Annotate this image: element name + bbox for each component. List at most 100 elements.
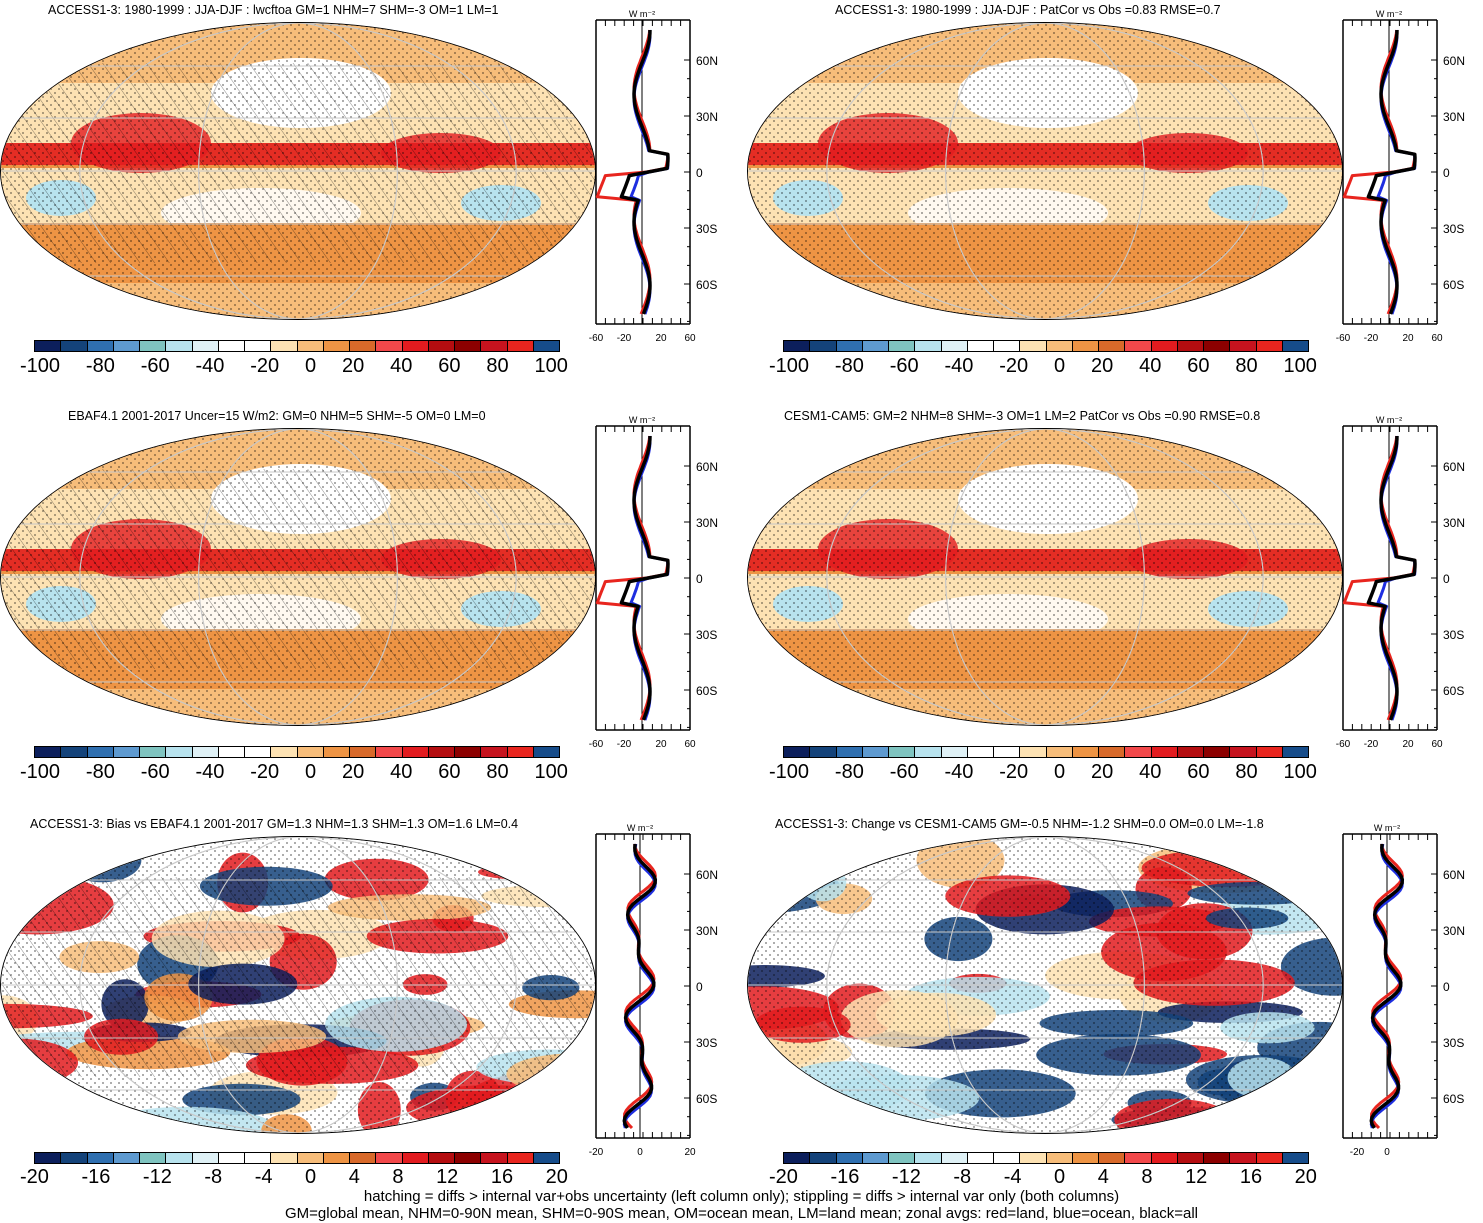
zonal-lat-label: 60N <box>1443 868 1465 882</box>
zonal-curve <box>1366 29 1417 315</box>
colorbar-swatch <box>994 341 1021 351</box>
colorbar-tick-label: 20 <box>545 1166 568 1188</box>
zonal-mean-plot: 60N 30N 0 30S 60S -60 -20 20 60 W m⁻² <box>1336 414 1465 759</box>
colorbar-swatch <box>245 341 272 351</box>
zonal-lat-label: 0 <box>696 572 703 586</box>
graticule <box>1 837 595 1133</box>
graticule <box>1 23 595 319</box>
zonal-x-tick: 20 <box>1402 739 1414 750</box>
colorbar-swatch <box>350 341 377 351</box>
colorbar-tick-label: 80 <box>1235 761 1258 783</box>
colorbar-swatch <box>113 341 140 351</box>
zonal-x-tick: -60 <box>589 333 604 344</box>
map-field <box>1 429 595 725</box>
colorbar-tick-label: -100 <box>769 355 810 377</box>
map-plot <box>747 428 1343 726</box>
colorbar <box>783 340 1309 352</box>
colorbar-swatch <box>113 1153 140 1163</box>
zonal-x-tick: 60 <box>684 333 696 344</box>
zonal-x-tick: -20 <box>617 739 632 750</box>
colorbar-swatch <box>455 1153 482 1163</box>
zonal-x-tick: 20 <box>655 333 667 344</box>
colorbar-tick-label: 60 <box>438 761 461 783</box>
zonal-lat-label: 60N <box>696 54 718 68</box>
colorbar-tick-label: 0 <box>1054 761 1066 783</box>
colorbar-swatch <box>192 1153 219 1163</box>
colorbar-tick-label: 40 <box>390 355 413 377</box>
colorbar-swatch <box>376 1153 403 1163</box>
colorbar-swatch <box>967 747 994 757</box>
zonal-lat-label: 60S <box>696 1092 717 1106</box>
colorbar-swatch <box>402 1153 429 1163</box>
colorbar-tick-label: -20 <box>769 1166 798 1188</box>
zonal-mean-plot: 60N 30N 0 30S 60S -20 0 20 W m⁻² <box>589 822 718 1167</box>
colorbar-swatch <box>87 341 114 351</box>
zonal-lat-label: 60S <box>1443 684 1464 698</box>
colorbar-swatch <box>836 341 863 351</box>
zonal-lat-label: 60S <box>696 278 717 292</box>
colorbar-swatch <box>35 747 62 757</box>
colorbar-tick-label: 20 <box>342 355 365 377</box>
colorbar-swatch <box>166 341 193 351</box>
zonal-lat-label: 30N <box>1443 516 1465 530</box>
colorbar-swatch <box>402 747 429 757</box>
zonal-curve <box>619 435 670 721</box>
colorbar-labels: -100 -80 -60 -40 -20 0 20 40 60 80 100 <box>20 761 568 784</box>
zonal-x-tick: 20 <box>1402 333 1414 344</box>
colorbar-swatch <box>245 1153 272 1163</box>
colorbar-swatch <box>166 1153 193 1163</box>
zonal-lat-label: 0 <box>696 166 703 180</box>
colorbar-swatch <box>218 747 245 757</box>
colorbar-tick-label: -100 <box>20 761 61 783</box>
colorbar-swatch <box>1020 747 1047 757</box>
zonal-x-tick: 0 <box>637 1147 643 1158</box>
colorbar-tick-label: -4 <box>254 1166 273 1188</box>
zonal-x-tick: 60 <box>1431 333 1443 344</box>
colorbar-swatch <box>1072 1153 1099 1163</box>
colorbar-swatch <box>140 1153 167 1163</box>
colorbar-tick-label: -12 <box>891 1166 921 1188</box>
colorbar-tick-label: 20 <box>1091 761 1114 783</box>
colorbar-swatch <box>140 341 167 351</box>
colorbar-tick-label: -20 <box>20 1166 49 1188</box>
colorbar-swatch <box>507 1153 534 1163</box>
colorbar-tick-label: -40 <box>195 761 225 783</box>
colorbar-swatch <box>994 747 1021 757</box>
zonal-lat-label: 30S <box>696 222 717 236</box>
colorbar-swatch <box>784 1153 811 1163</box>
colorbar-swatch <box>218 341 245 351</box>
zonal-x-tick: -20 <box>617 333 632 344</box>
colorbar-tick-label: -12 <box>142 1166 172 1188</box>
zonal-lat-label: 60S <box>1443 1092 1464 1106</box>
colorbar-swatch <box>271 1153 298 1163</box>
zonal-x-tick: -60 <box>1336 333 1351 344</box>
zonal-lat-label: 30S <box>1443 222 1464 236</box>
colorbar-tick-label: -80 <box>85 761 115 783</box>
colorbar-tick-label: -80 <box>834 355 864 377</box>
colorbar-swatch <box>889 1153 916 1163</box>
colorbar-swatch <box>35 341 62 351</box>
colorbar-swatch <box>533 747 559 757</box>
zonal-lat-label: 30N <box>696 110 718 124</box>
zonal-mean-plot: 60N 30N 0 30S 60S -60 -20 20 60 W m⁻² <box>589 414 718 759</box>
colorbar-tick-label: 0 <box>1054 1166 1066 1188</box>
map-plot <box>0 836 596 1134</box>
colorbar-swatch <box>166 747 193 757</box>
graticule <box>1 429 595 725</box>
colorbar-tick-label: -20 <box>999 761 1029 783</box>
colorbar-swatch <box>428 341 455 351</box>
colorbar-swatch <box>1204 341 1231 351</box>
zonal-lat-label: 30N <box>696 924 718 938</box>
colorbar-swatch <box>1125 747 1152 757</box>
zonal-x-tick: 20 <box>684 1147 696 1158</box>
zonal-x-tick: -20 <box>1364 333 1379 344</box>
zonal-lat-label: 0 <box>1443 572 1450 586</box>
colorbar-tick-label: -4 <box>1003 1166 1022 1188</box>
colorbar-swatch <box>297 1153 324 1163</box>
colorbar-swatch <box>192 341 219 351</box>
colorbar-tick-label: -80 <box>85 355 115 377</box>
map-plot <box>0 428 596 726</box>
colorbar-swatch <box>350 747 377 757</box>
colorbar-swatch <box>915 1153 942 1163</box>
zonal-lat-label: 30S <box>696 1036 717 1050</box>
